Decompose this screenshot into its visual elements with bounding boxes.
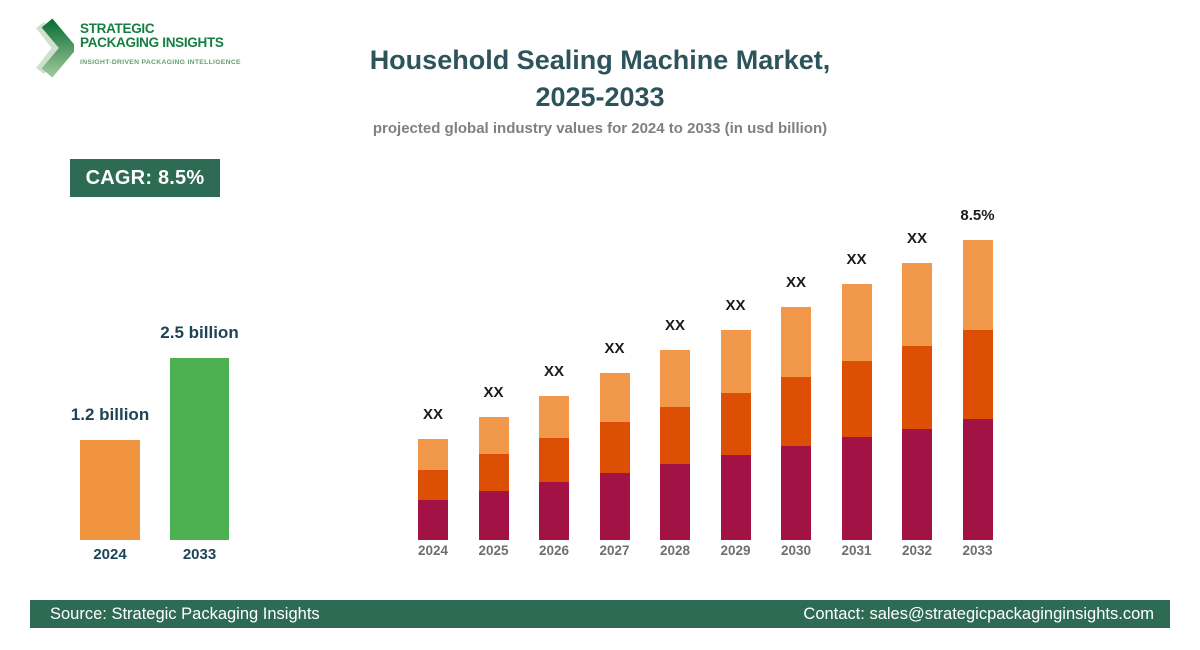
stack-segment-bottom-2027 [599,473,630,540]
bar-value-label-2026: XX [543,363,564,380]
mini-x-axis-label-2033: 2033 [182,546,217,563]
stack-segment-middle-2031 [841,361,872,437]
stack-segment-bottom-2026 [539,482,569,540]
title-block: Household Sealing Machine Market, 2025-2… [0,42,1200,137]
x-axis-label-2031: 2031 [841,543,872,558]
stack-segment-top-2029 [720,330,751,393]
logo-line2: PACKAGING INSIGHTS [80,35,224,50]
bar-value-label-2031: XX [846,251,867,268]
bar-value-label-2024: XX [422,406,443,423]
bar-value-label-2028: XX [664,317,685,334]
stack-segment-top-2026 [539,396,569,438]
page-title-line2: 2025-2033 [535,82,665,112]
bar-value-label-2025: XX [483,384,504,401]
x-axis-label-2030: 2030 [780,543,812,558]
footer-contact-text: Contact: sales@strategicpackaginginsight… [803,604,1154,623]
mini-bar-2024 [80,440,140,540]
stack-segment-middle-2030 [781,377,811,446]
stack-segment-middle-2028 [660,407,690,464]
logo-text: STRATEGIC PACKAGING INSIGHTS INSIGHT-DRI… [80,18,241,67]
stack-segment-middle-2033 [962,330,993,419]
page-title-line1: Household Sealing Machine Market, [369,45,831,75]
mini-bar-value-label-2033: 2.5 billion [160,323,239,342]
x-axis-label-2029: 2029 [720,543,751,558]
x-axis-label-2026: 2026 [538,543,570,558]
logo: STRATEGIC PACKAGING INSIGHTS INSIGHT-DRI… [34,18,241,78]
stack-segment-bottom-2032 [902,429,932,540]
bar-value-label-2032: XX [906,230,927,247]
page-subtitle: projected global industry values for 202… [372,120,828,137]
stack-segment-middle-2029 [720,393,751,455]
stack-segment-top-2027 [599,373,630,422]
stack-segment-middle-2027 [599,422,630,473]
stack-segment-top-2030 [781,307,811,377]
stack-segment-bottom-2030 [781,446,811,540]
chevron-arrow-icon [34,18,74,78]
x-axis-label-2033: 2033 [962,543,993,558]
mini-bar-2033 [170,358,229,540]
bar-value-label-2027: XX [604,340,625,357]
stack-segment-bottom-2029 [720,455,751,540]
cagr-badge: CAGR: 8.5% [70,159,220,197]
stack-segment-middle-2024 [418,470,448,500]
stack-segment-middle-2025 [478,454,509,491]
mini-bar-value-label-2024: 1.2 billion [70,405,150,424]
stack-segment-bottom-2024 [418,500,448,540]
logo-tagline: INSIGHT-DRIVEN PACKAGING INTELLIGENCE [80,59,241,66]
stack-segment-bottom-2025 [478,491,509,540]
footer-source-text: Source: Strategic Packaging Insights [50,604,320,623]
x-axis-label-2027: 2027 [599,543,630,558]
stack-segment-bottom-2033 [962,419,993,540]
stack-segment-top-2028 [660,350,690,407]
stack-segment-top-2025 [478,417,509,454]
x-axis-label-2032: 2032 [901,543,933,558]
x-axis-label-2028: 2028 [659,543,691,558]
stack-segment-top-2033 [962,240,993,330]
stack-segment-top-2024 [418,439,448,470]
bar-value-label-2029: XX [725,297,746,314]
stack-segment-top-2032 [902,263,932,346]
stack-segment-top-2031 [841,284,872,361]
footer-bar: Source: Strategic Packaging Insights Con… [30,600,1170,628]
stack-segment-middle-2032 [902,346,932,429]
bar-value-label-2030: XX [785,274,806,291]
logo-line1: STRATEGIC [80,21,155,36]
mini-x-axis-label-2024: 2024 [93,546,127,563]
x-axis-label-2024: 2024 [417,543,449,558]
stack-segment-middle-2026 [539,438,569,482]
bar-value-label-2033: 8.5% [960,207,995,224]
stack-segment-bottom-2028 [660,464,690,540]
stack-segment-bottom-2031 [841,437,872,540]
x-axis-label-2025: 2025 [478,543,509,558]
